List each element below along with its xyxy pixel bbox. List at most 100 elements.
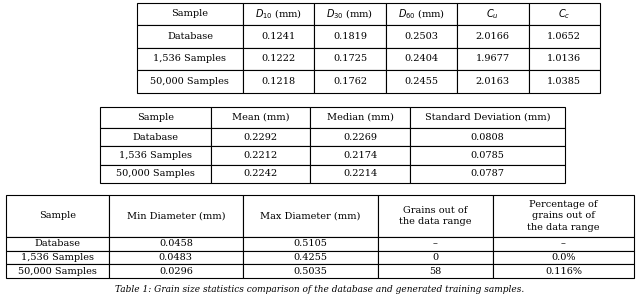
Text: $D_{60}$ (mm): $D_{60}$ (mm): [398, 7, 445, 21]
Bar: [378, 237, 493, 251]
Text: Mean (mm): Mean (mm): [232, 113, 289, 122]
Text: 0.2292: 0.2292: [243, 133, 278, 142]
Bar: [310, 146, 410, 165]
Text: 0.2503: 0.2503: [404, 32, 438, 41]
Text: 1.0385: 1.0385: [547, 77, 581, 86]
Text: 0.2269: 0.2269: [343, 133, 377, 142]
Bar: [243, 237, 378, 251]
Bar: [493, 195, 634, 237]
Text: 0.4255: 0.4255: [293, 253, 328, 262]
Bar: [386, 25, 457, 48]
Text: Database: Database: [132, 133, 179, 142]
Text: Database: Database: [167, 32, 213, 41]
Bar: [243, 25, 314, 48]
Text: Max Diameter (mm): Max Diameter (mm): [260, 211, 360, 221]
Text: Standard Deviation (mm): Standard Deviation (mm): [425, 113, 550, 122]
Text: 0.2404: 0.2404: [404, 55, 438, 64]
Text: Min Diameter (mm): Min Diameter (mm): [127, 211, 225, 221]
Text: 0.1222: 0.1222: [261, 55, 296, 64]
Text: 0: 0: [432, 253, 438, 262]
Bar: [529, 3, 600, 25]
Text: 58: 58: [429, 267, 442, 276]
Text: 0.0808: 0.0808: [470, 133, 504, 142]
Bar: [378, 251, 493, 264]
Bar: [137, 70, 243, 93]
Text: 0.2214: 0.2214: [343, 169, 378, 178]
Bar: [529, 25, 600, 48]
Text: 0.1725: 0.1725: [333, 55, 367, 64]
Bar: [410, 146, 565, 165]
Bar: [314, 48, 386, 70]
Bar: [386, 3, 457, 25]
Text: 0.1819: 0.1819: [333, 32, 367, 41]
Text: $D_{30}$ (mm): $D_{30}$ (mm): [326, 7, 374, 21]
Bar: [100, 146, 211, 165]
Bar: [310, 107, 410, 128]
Bar: [6, 264, 109, 278]
Text: $D_{10}$ (mm): $D_{10}$ (mm): [255, 7, 302, 21]
Bar: [243, 3, 314, 25]
Bar: [493, 237, 634, 251]
Text: 0.1762: 0.1762: [333, 77, 367, 86]
Text: 1,536 Samples: 1,536 Samples: [20, 253, 94, 262]
Bar: [410, 107, 565, 128]
Bar: [243, 48, 314, 70]
Text: 2.0163: 2.0163: [476, 77, 510, 86]
Text: 0.0296: 0.0296: [159, 267, 193, 276]
Bar: [109, 251, 243, 264]
Bar: [457, 70, 529, 93]
Text: 2.0166: 2.0166: [476, 32, 510, 41]
Text: Sample: Sample: [137, 113, 174, 122]
Text: 0.0787: 0.0787: [470, 169, 504, 178]
Bar: [243, 70, 314, 93]
Bar: [457, 3, 529, 25]
Bar: [211, 107, 310, 128]
Bar: [243, 195, 378, 237]
Text: $C_c$: $C_c$: [558, 7, 570, 21]
Bar: [314, 70, 386, 93]
Text: Sample: Sample: [172, 9, 209, 18]
Bar: [100, 107, 211, 128]
Bar: [493, 264, 634, 278]
Bar: [109, 264, 243, 278]
Text: –: –: [561, 239, 566, 248]
Bar: [310, 128, 410, 146]
Text: 50,000 Samples: 50,000 Samples: [116, 169, 195, 178]
Bar: [314, 3, 386, 25]
Bar: [211, 128, 310, 146]
Text: 0.2242: 0.2242: [243, 169, 278, 178]
Bar: [6, 237, 109, 251]
Bar: [100, 165, 211, 183]
Text: 0.5035: 0.5035: [294, 267, 327, 276]
Bar: [457, 25, 529, 48]
Text: Grains out of
the data range: Grains out of the data range: [399, 206, 472, 226]
Bar: [211, 146, 310, 165]
Bar: [410, 128, 565, 146]
Text: 0.2455: 0.2455: [404, 77, 438, 86]
Bar: [109, 195, 243, 237]
Bar: [243, 264, 378, 278]
Bar: [378, 264, 493, 278]
Text: 0.1241: 0.1241: [261, 32, 296, 41]
Text: 0.1218: 0.1218: [262, 77, 296, 86]
Text: 1.0652: 1.0652: [547, 32, 581, 41]
Text: 0.116%: 0.116%: [545, 267, 582, 276]
Text: 0.0785: 0.0785: [470, 151, 504, 160]
Text: Median (mm): Median (mm): [327, 113, 394, 122]
Bar: [529, 70, 600, 93]
Text: Table 1: Grain size statistics comparison of the database and generated training: Table 1: Grain size statistics compariso…: [115, 285, 525, 294]
Text: 1.9677: 1.9677: [476, 55, 510, 64]
Bar: [410, 165, 565, 183]
Bar: [6, 195, 109, 237]
Text: 0.0458: 0.0458: [159, 239, 193, 248]
Text: Percentage of
grains out of
the data range: Percentage of grains out of the data ran…: [527, 200, 600, 231]
Bar: [493, 251, 634, 264]
Text: $C_u$: $C_u$: [486, 7, 499, 21]
Bar: [457, 48, 529, 70]
Text: Sample: Sample: [39, 211, 76, 221]
Bar: [211, 165, 310, 183]
Bar: [386, 48, 457, 70]
Bar: [529, 48, 600, 70]
Text: 50,000 Samples: 50,000 Samples: [150, 77, 229, 86]
Text: 0.2174: 0.2174: [343, 151, 378, 160]
